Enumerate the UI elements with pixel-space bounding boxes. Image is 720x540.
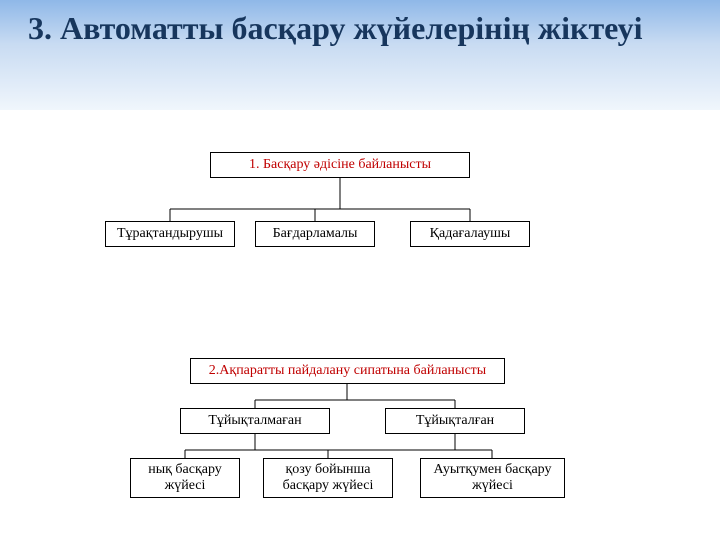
tree2-mid-0: Тұйықталмаған [180,408,330,434]
page-title: 3. Автоматты басқару жүйелерінің жіктеуі [28,8,688,48]
tree2-mid-1: Тұйықталған [385,408,525,434]
tree2-leaf-2: Ауытқумен басқару жүйесі [420,458,565,498]
tree1-child-2: Қадағалаушы [410,221,530,247]
tree2-leaf-0: нық басқару жүйесі [130,458,240,498]
tree1-child-0: Тұрақтандырушы [105,221,235,247]
tree2-root: 2.Ақпаратты пайдалану сипатына байланыст… [190,358,505,384]
tree2-leaf-1: қозу бойынша басқару жүйесі [263,458,393,498]
tree1-child-1: Бағдарламалы [255,221,375,247]
tree1-root: 1. Басқару әдісіне байланысты [210,152,470,178]
